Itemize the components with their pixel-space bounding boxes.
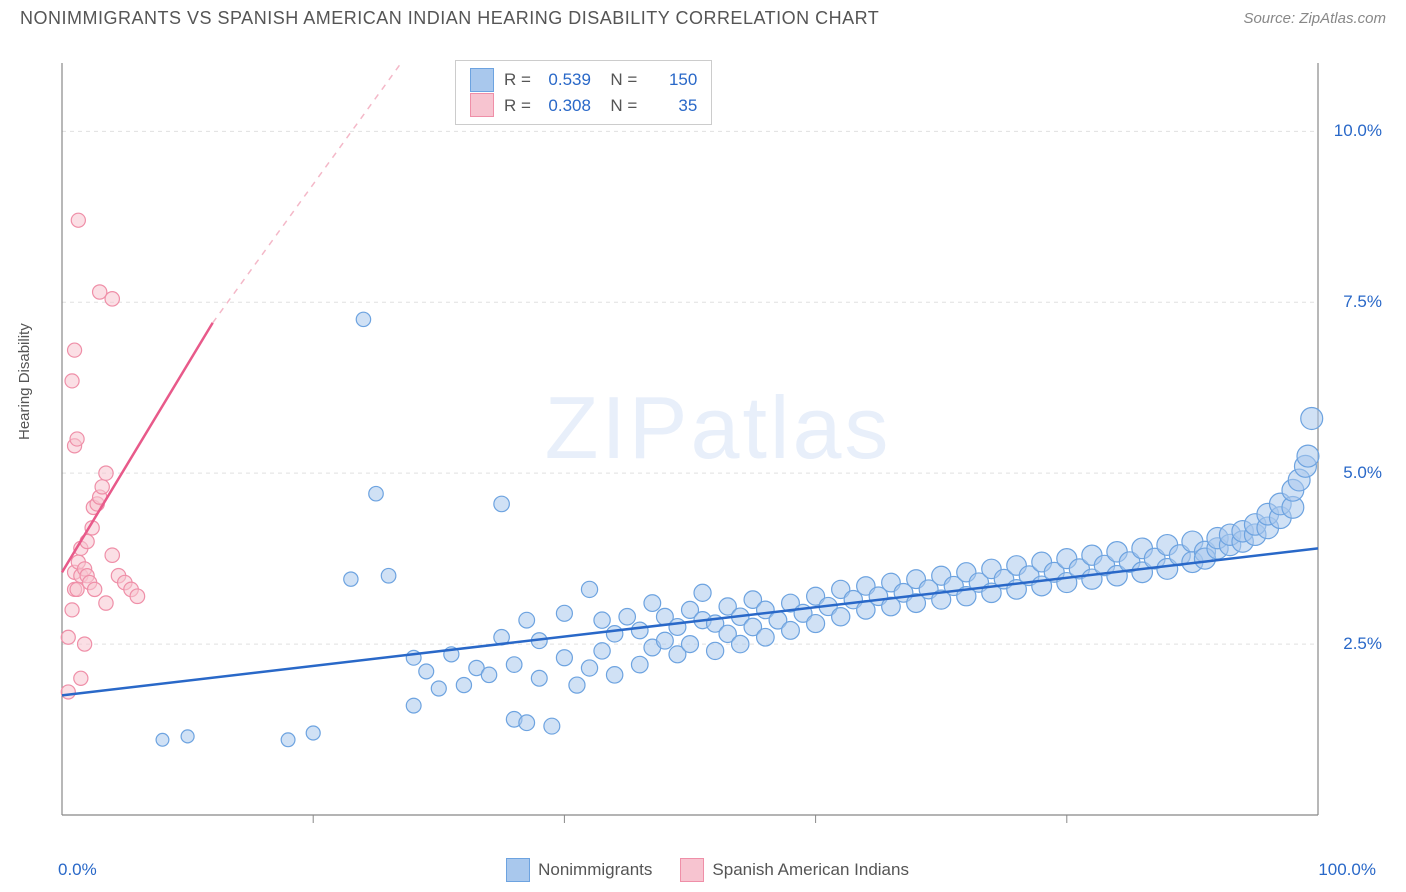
bottom-legend: 0.0% Nonimmigrants Spanish American Indi… xyxy=(0,858,1406,882)
n-value-blue: 150 xyxy=(647,67,697,93)
swatch-blue xyxy=(470,68,494,92)
swatch-blue xyxy=(506,858,530,882)
stats-legend-box: R = 0.539 N = 150 R = 0.308 N = 35 xyxy=(455,60,712,125)
n-label: N = xyxy=(601,67,637,93)
source-label: Source: ZipAtlas.com xyxy=(1243,10,1386,27)
legend-item-pink: Spanish American Indians xyxy=(680,858,909,882)
y-tick-label: 5.0% xyxy=(1343,463,1382,483)
r-label: R = xyxy=(504,67,531,93)
swatch-pink xyxy=(680,858,704,882)
stats-row-blue: R = 0.539 N = 150 xyxy=(470,67,697,93)
r-value-pink: 0.308 xyxy=(541,93,591,119)
scatter-chart xyxy=(58,55,1378,833)
r-value-blue: 0.539 xyxy=(541,67,591,93)
x-axis-start: 0.0% xyxy=(58,860,97,880)
y-tick-label: 10.0% xyxy=(1334,121,1382,141)
n-label: N = xyxy=(601,93,637,119)
stats-row-pink: R = 0.308 N = 35 xyxy=(470,93,697,119)
n-value-pink: 35 xyxy=(647,93,697,119)
y-tick-label: 7.5% xyxy=(1343,292,1382,312)
r-label: R = xyxy=(504,93,531,119)
legend-label-pink: Spanish American Indians xyxy=(712,860,909,880)
x-axis-end: 100.0% xyxy=(1318,860,1376,880)
header-row: NONIMMIGRANTS VS SPANISH AMERICAN INDIAN… xyxy=(0,0,1406,29)
chart-title: NONIMMIGRANTS VS SPANISH AMERICAN INDIAN… xyxy=(20,8,879,29)
legend-label-blue: Nonimmigrants xyxy=(538,860,652,880)
swatch-pink xyxy=(470,93,494,117)
series-legend: Nonimmigrants Spanish American Indians xyxy=(506,858,909,882)
y-tick-label: 2.5% xyxy=(1343,634,1382,654)
chart-area: ZIPatlas 2.5%5.0%7.5%10.0% xyxy=(58,55,1378,833)
legend-item-blue: Nonimmigrants xyxy=(506,858,652,882)
y-axis-label: Hearing Disability xyxy=(16,323,33,440)
